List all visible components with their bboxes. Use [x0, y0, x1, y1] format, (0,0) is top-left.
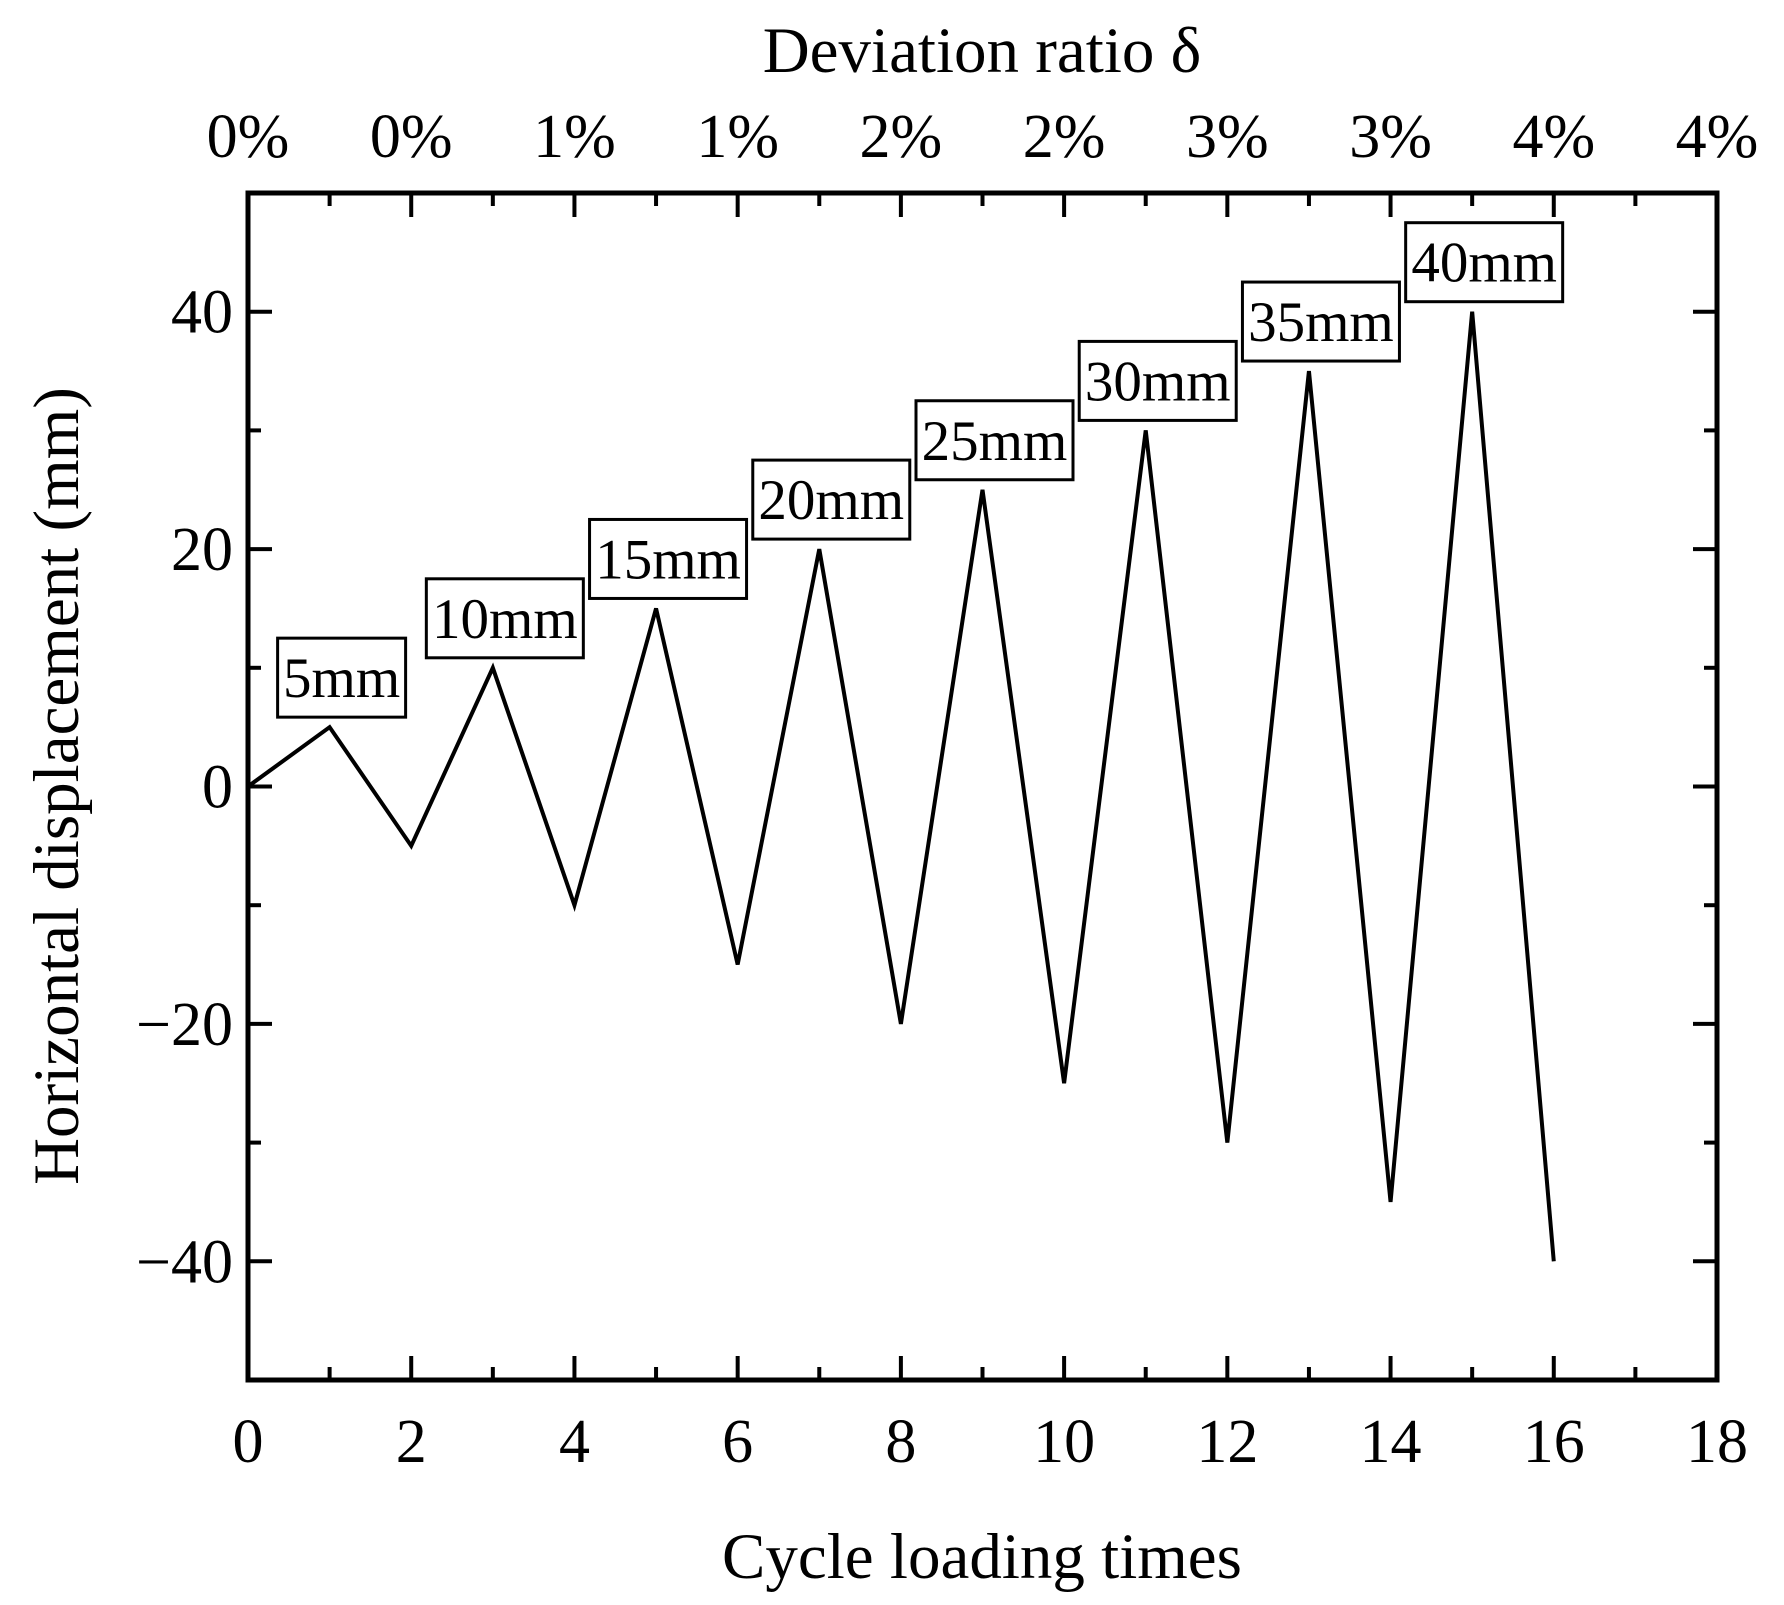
peak-label-box	[1077, 339, 1238, 422]
top-tick-label: 0%	[207, 103, 290, 171]
x-tick-label: 14	[1360, 1408, 1422, 1476]
top-tick-label: 3%	[1186, 103, 1269, 171]
plot-frame	[245, 190, 1720, 1383]
top-tick-label: 3%	[1349, 103, 1432, 171]
peak-label-box	[914, 399, 1075, 482]
peak-label: 10mm	[432, 588, 578, 651]
plot-area: 0 2 4 6 8 10 12 14 16 18 0% 0% 1% 1% 2% 2% 3% 3% 4% 4% −40 −2…	[136, 103, 1758, 1476]
peak-label-box	[1240, 280, 1401, 363]
x-tick-label: 4	[559, 1408, 590, 1476]
series-line	[246, 311, 1556, 1262]
y-tick-label: −40	[136, 1228, 233, 1296]
top-tick-label: 0%	[370, 103, 453, 171]
left-axis-title: Horizontal displacement (mm)	[21, 387, 93, 1185]
top-tick-label: 4%	[1512, 103, 1595, 171]
top-tick-label: 2%	[1023, 103, 1106, 171]
top-tick-label: 4%	[1676, 103, 1759, 171]
y-tick-label: 40	[171, 279, 233, 347]
peak-label: 25mm	[922, 410, 1068, 473]
x-tick-label: 10	[1033, 1408, 1095, 1476]
top-tick-label: 1%	[533, 103, 616, 171]
y-tick-label: −20	[136, 991, 233, 1059]
peak-label-box	[1404, 221, 1565, 304]
x-tick-label: 6	[722, 1408, 753, 1476]
peak-label-box	[276, 636, 408, 719]
peak-label: 40mm	[1411, 232, 1557, 295]
top-tick-label: 1%	[696, 103, 779, 171]
x-tick-label: 0	[233, 1408, 264, 1476]
peak-label: 5mm	[283, 647, 400, 710]
peak-label-box	[424, 577, 585, 660]
y-tick-label: 0	[202, 754, 233, 822]
bottom-axis-title: Cycle loading times	[722, 1521, 1242, 1593]
top-tick-label: 2%	[860, 103, 943, 171]
peak-label-box	[588, 517, 749, 600]
peak-label: 15mm	[595, 528, 741, 591]
top-axis-title: Deviation ratio δ	[763, 15, 1202, 87]
x-tick-label: 2	[396, 1408, 427, 1476]
x-tick-label: 8	[885, 1408, 916, 1476]
y-tick-label: 20	[171, 516, 233, 584]
x-tick-label: 18	[1686, 1408, 1748, 1476]
x-tick-label: 16	[1523, 1408, 1585, 1476]
peak-label-box	[751, 458, 912, 541]
peak-label: 30mm	[1085, 350, 1231, 413]
peak-label: 20mm	[758, 469, 904, 532]
peak-label: 35mm	[1248, 291, 1394, 354]
x-tick-label: 12	[1196, 1408, 1258, 1476]
